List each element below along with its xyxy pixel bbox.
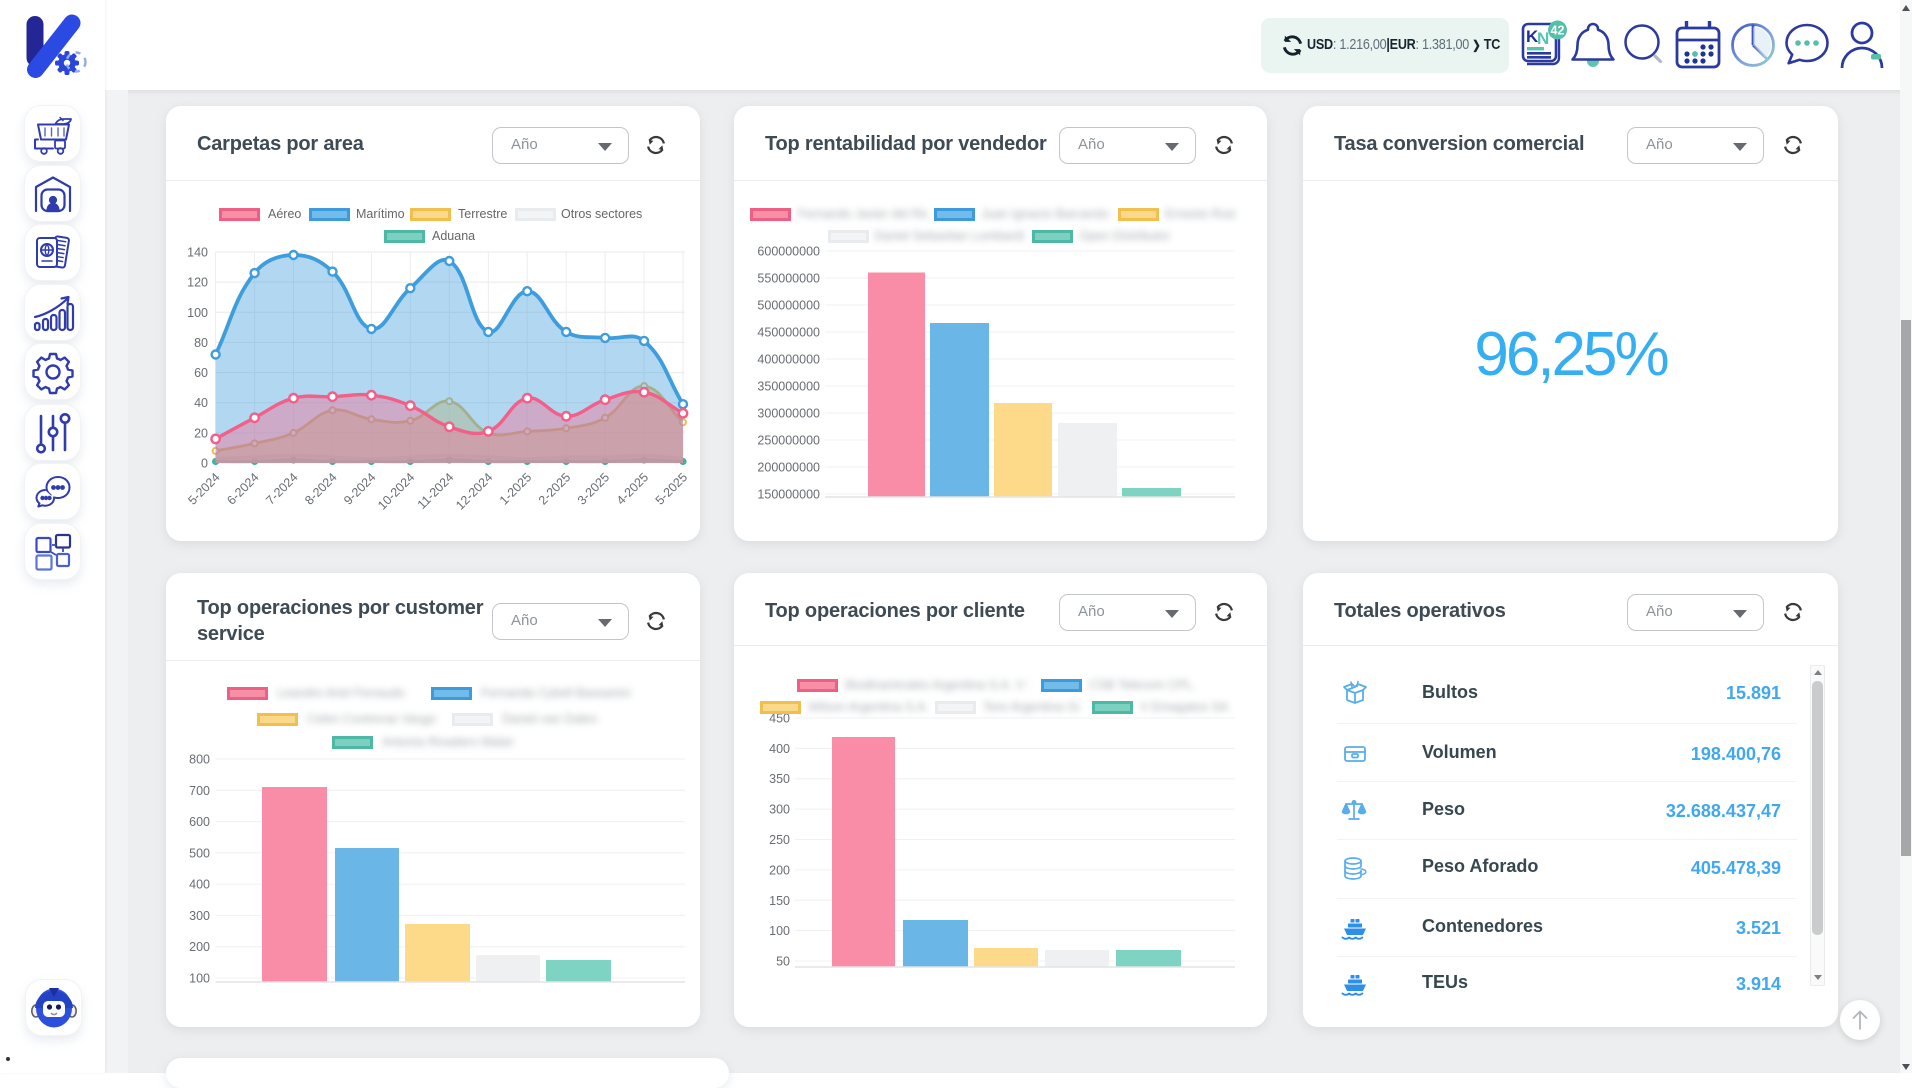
svg-text:200000000: 200000000 bbox=[757, 461, 820, 475]
svg-text:0: 0 bbox=[201, 457, 208, 471]
svg-text:4-2025: 4-2025 bbox=[614, 470, 651, 507]
svg-text:40: 40 bbox=[194, 396, 208, 410]
svg-text:8-2024: 8-2024 bbox=[302, 470, 339, 507]
svg-text:400: 400 bbox=[189, 878, 210, 892]
svg-text:2-2025: 2-2025 bbox=[536, 470, 573, 507]
svg-text:600000000: 600000000 bbox=[757, 245, 820, 259]
svg-text:10-2024: 10-2024 bbox=[375, 470, 417, 512]
svg-text:450000000: 450000000 bbox=[757, 326, 820, 340]
svg-text:500: 500 bbox=[189, 846, 210, 860]
svg-text:11-2024: 11-2024 bbox=[415, 470, 457, 512]
svg-text:9-2024: 9-2024 bbox=[341, 470, 378, 507]
svg-text:50: 50 bbox=[776, 955, 790, 969]
svg-text:350000000: 350000000 bbox=[757, 380, 820, 394]
svg-text:500000000: 500000000 bbox=[757, 299, 820, 313]
svg-text:600: 600 bbox=[189, 815, 210, 829]
svg-text:5-2024: 5-2024 bbox=[185, 470, 222, 507]
svg-text:450: 450 bbox=[769, 712, 790, 726]
svg-text:1-2025: 1-2025 bbox=[497, 470, 534, 507]
svg-text:250000000: 250000000 bbox=[757, 434, 820, 448]
svg-text:550000000: 550000000 bbox=[757, 272, 820, 286]
svg-text:140: 140 bbox=[187, 246, 208, 260]
svg-text:200: 200 bbox=[189, 940, 210, 954]
svg-text:3-2025: 3-2025 bbox=[575, 470, 612, 507]
svg-text:12-2024: 12-2024 bbox=[453, 470, 495, 512]
svg-text:400: 400 bbox=[769, 742, 790, 756]
svg-text:5-2025: 5-2025 bbox=[653, 470, 690, 507]
svg-text:100: 100 bbox=[769, 924, 790, 938]
svg-text:100: 100 bbox=[187, 306, 208, 320]
svg-text:350: 350 bbox=[769, 772, 790, 786]
svg-text:700: 700 bbox=[189, 784, 210, 798]
svg-text:300: 300 bbox=[769, 803, 790, 817]
svg-text:400000000: 400000000 bbox=[757, 353, 820, 367]
svg-text:200: 200 bbox=[769, 863, 790, 877]
svg-text:120: 120 bbox=[187, 276, 208, 290]
svg-text:7-2024: 7-2024 bbox=[263, 470, 300, 507]
svg-text:150000000: 150000000 bbox=[757, 488, 820, 502]
svg-text:100: 100 bbox=[189, 972, 210, 986]
svg-text:N: N bbox=[1537, 29, 1549, 48]
svg-text:42: 42 bbox=[1551, 24, 1565, 38]
svg-text:20: 20 bbox=[194, 426, 208, 440]
svg-text:300000000: 300000000 bbox=[757, 407, 820, 421]
svg-text:800: 800 bbox=[189, 753, 210, 767]
svg-text:250: 250 bbox=[769, 833, 790, 847]
svg-text:6-2024: 6-2024 bbox=[224, 470, 261, 507]
svg-text:300: 300 bbox=[189, 909, 210, 923]
svg-text:150: 150 bbox=[769, 894, 790, 908]
svg-text:K: K bbox=[1526, 27, 1539, 46]
svg-text:60: 60 bbox=[194, 366, 208, 380]
svg-text:80: 80 bbox=[194, 336, 208, 350]
